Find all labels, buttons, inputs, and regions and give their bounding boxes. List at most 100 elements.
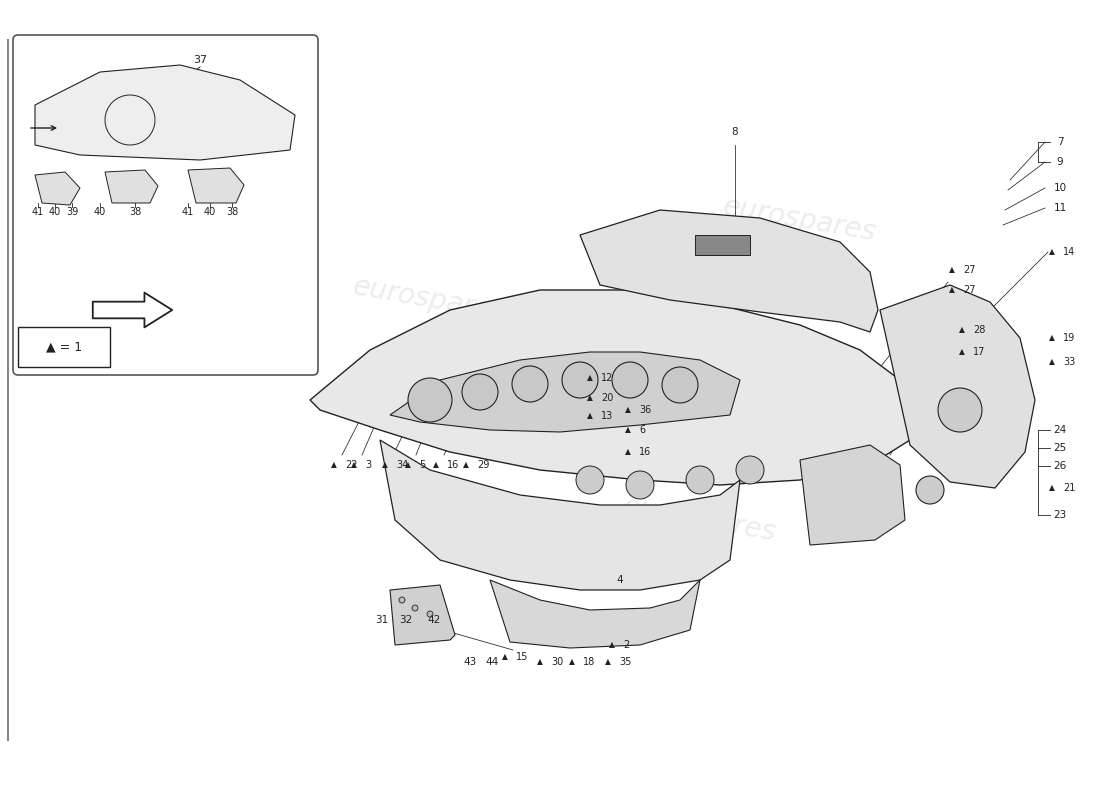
Text: ▲: ▲ bbox=[1049, 334, 1055, 342]
Text: 17: 17 bbox=[974, 347, 986, 357]
Text: 29: 29 bbox=[477, 460, 490, 470]
Text: ▲: ▲ bbox=[537, 658, 543, 666]
Text: 9: 9 bbox=[1057, 157, 1064, 167]
Circle shape bbox=[408, 378, 452, 422]
Polygon shape bbox=[379, 440, 740, 590]
Text: 41: 41 bbox=[32, 207, 44, 217]
Polygon shape bbox=[800, 445, 905, 545]
Text: ▲: ▲ bbox=[625, 426, 631, 434]
Text: ▲ = 1: ▲ = 1 bbox=[46, 341, 82, 354]
Polygon shape bbox=[35, 65, 295, 160]
Text: ▲: ▲ bbox=[959, 326, 965, 334]
Text: 8: 8 bbox=[732, 127, 738, 137]
Text: 35: 35 bbox=[619, 657, 631, 667]
Text: ▲: ▲ bbox=[959, 347, 965, 357]
Text: ▲: ▲ bbox=[1049, 483, 1055, 493]
Circle shape bbox=[626, 471, 654, 499]
Text: 32: 32 bbox=[399, 615, 412, 625]
Text: 39: 39 bbox=[66, 207, 78, 217]
Text: 14: 14 bbox=[1063, 247, 1076, 257]
Text: 26: 26 bbox=[1054, 461, 1067, 471]
Polygon shape bbox=[104, 170, 158, 203]
Text: ▲: ▲ bbox=[605, 658, 610, 666]
Circle shape bbox=[662, 367, 698, 403]
Polygon shape bbox=[880, 285, 1035, 488]
Polygon shape bbox=[188, 168, 244, 203]
Circle shape bbox=[686, 466, 714, 494]
Bar bbox=[695, 235, 750, 255]
Text: 4: 4 bbox=[617, 575, 624, 585]
Circle shape bbox=[916, 476, 944, 504]
Text: 38: 38 bbox=[226, 207, 238, 217]
Text: 43: 43 bbox=[463, 657, 476, 667]
Circle shape bbox=[562, 362, 598, 398]
Text: ▲: ▲ bbox=[433, 461, 439, 470]
Text: 5: 5 bbox=[419, 460, 426, 470]
Text: ▲: ▲ bbox=[382, 461, 388, 470]
Text: eurospares: eurospares bbox=[722, 193, 879, 247]
Circle shape bbox=[412, 605, 418, 611]
Circle shape bbox=[512, 366, 548, 402]
Text: 24: 24 bbox=[1054, 425, 1067, 435]
Text: ▲: ▲ bbox=[405, 461, 411, 470]
Polygon shape bbox=[310, 290, 920, 485]
Text: 25: 25 bbox=[1054, 443, 1067, 453]
Text: 36: 36 bbox=[639, 405, 651, 415]
Text: 3: 3 bbox=[365, 460, 371, 470]
Text: ▲: ▲ bbox=[569, 658, 575, 666]
FancyArrowPatch shape bbox=[92, 293, 173, 327]
Polygon shape bbox=[35, 172, 80, 205]
Text: 40: 40 bbox=[204, 207, 216, 217]
Text: ▲: ▲ bbox=[587, 374, 593, 382]
Text: 38: 38 bbox=[129, 207, 141, 217]
Text: ▲: ▲ bbox=[625, 447, 631, 457]
Text: 21: 21 bbox=[1063, 483, 1076, 493]
Text: 42: 42 bbox=[428, 615, 441, 625]
Text: 13: 13 bbox=[601, 411, 614, 421]
Text: 33: 33 bbox=[1063, 357, 1076, 367]
FancyArrowPatch shape bbox=[31, 126, 56, 130]
Text: 6: 6 bbox=[639, 425, 645, 435]
Circle shape bbox=[427, 611, 433, 617]
Text: 15: 15 bbox=[516, 652, 528, 662]
Circle shape bbox=[612, 362, 648, 398]
Text: ▲: ▲ bbox=[463, 461, 469, 470]
Text: ▲: ▲ bbox=[1049, 247, 1055, 257]
Text: ▲: ▲ bbox=[587, 394, 593, 402]
Text: ▲: ▲ bbox=[351, 461, 356, 470]
Text: 37: 37 bbox=[192, 55, 207, 65]
Text: 2: 2 bbox=[623, 640, 629, 650]
Text: 22: 22 bbox=[345, 460, 358, 470]
FancyBboxPatch shape bbox=[18, 327, 110, 367]
Text: 44: 44 bbox=[485, 657, 498, 667]
Text: 7: 7 bbox=[1057, 137, 1064, 147]
Text: 16: 16 bbox=[447, 460, 460, 470]
Text: 30: 30 bbox=[551, 657, 563, 667]
Text: ▲: ▲ bbox=[587, 411, 593, 421]
Text: ▲: ▲ bbox=[949, 266, 955, 274]
Text: 23: 23 bbox=[1054, 510, 1067, 520]
Polygon shape bbox=[390, 585, 455, 645]
Circle shape bbox=[462, 374, 498, 410]
Text: 34: 34 bbox=[396, 460, 408, 470]
Circle shape bbox=[938, 388, 982, 432]
Text: eurospares: eurospares bbox=[621, 493, 779, 547]
Circle shape bbox=[399, 597, 405, 603]
Text: 27: 27 bbox=[962, 285, 976, 295]
Text: 10: 10 bbox=[1054, 183, 1067, 193]
Text: 19: 19 bbox=[1063, 333, 1076, 343]
Circle shape bbox=[576, 466, 604, 494]
Text: 41: 41 bbox=[182, 207, 194, 217]
Text: ▲: ▲ bbox=[1049, 358, 1055, 366]
Text: 18: 18 bbox=[583, 657, 595, 667]
Text: ▲: ▲ bbox=[331, 461, 337, 470]
Polygon shape bbox=[580, 210, 878, 332]
Text: 40: 40 bbox=[48, 207, 62, 217]
Circle shape bbox=[736, 456, 764, 484]
Text: 16: 16 bbox=[639, 447, 651, 457]
Text: 28: 28 bbox=[974, 325, 986, 335]
Text: ▲: ▲ bbox=[625, 406, 631, 414]
Polygon shape bbox=[490, 580, 700, 648]
Text: 31: 31 bbox=[375, 615, 388, 625]
FancyBboxPatch shape bbox=[13, 35, 318, 375]
